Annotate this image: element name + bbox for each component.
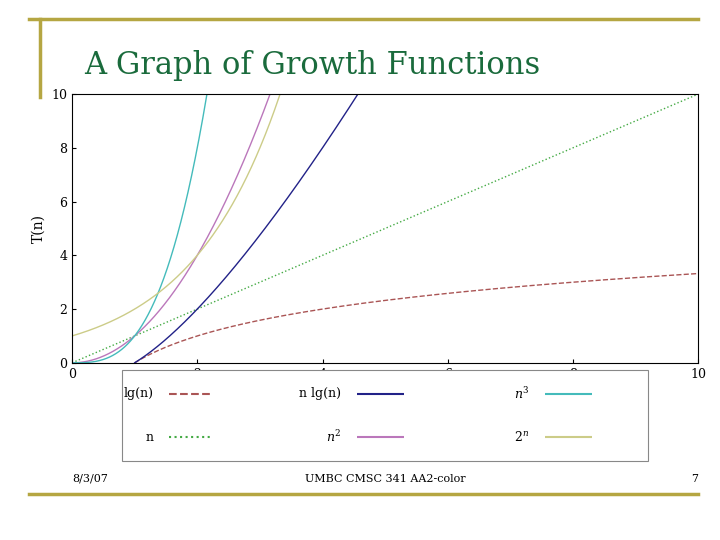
Text: $n^3$: $n^3$ [514,386,529,402]
Text: UMBC CMSC 341 AA2-color: UMBC CMSC 341 AA2-color [305,474,466,484]
FancyBboxPatch shape [122,370,648,461]
Text: A Graph of Growth Functions: A Graph of Growth Functions [84,50,541,80]
Text: n: n [145,431,153,444]
Text: lg(n): lg(n) [123,387,153,400]
X-axis label: Problem Size, n: Problem Size, n [330,386,441,400]
Text: 7: 7 [691,474,698,484]
Y-axis label: T(n): T(n) [32,214,45,243]
Text: 8/3/07: 8/3/07 [72,474,108,484]
Text: $n^2$: $n^2$ [326,429,341,445]
Text: n lg(n): n lg(n) [300,387,341,400]
Text: $2^n$: $2^n$ [514,430,529,444]
